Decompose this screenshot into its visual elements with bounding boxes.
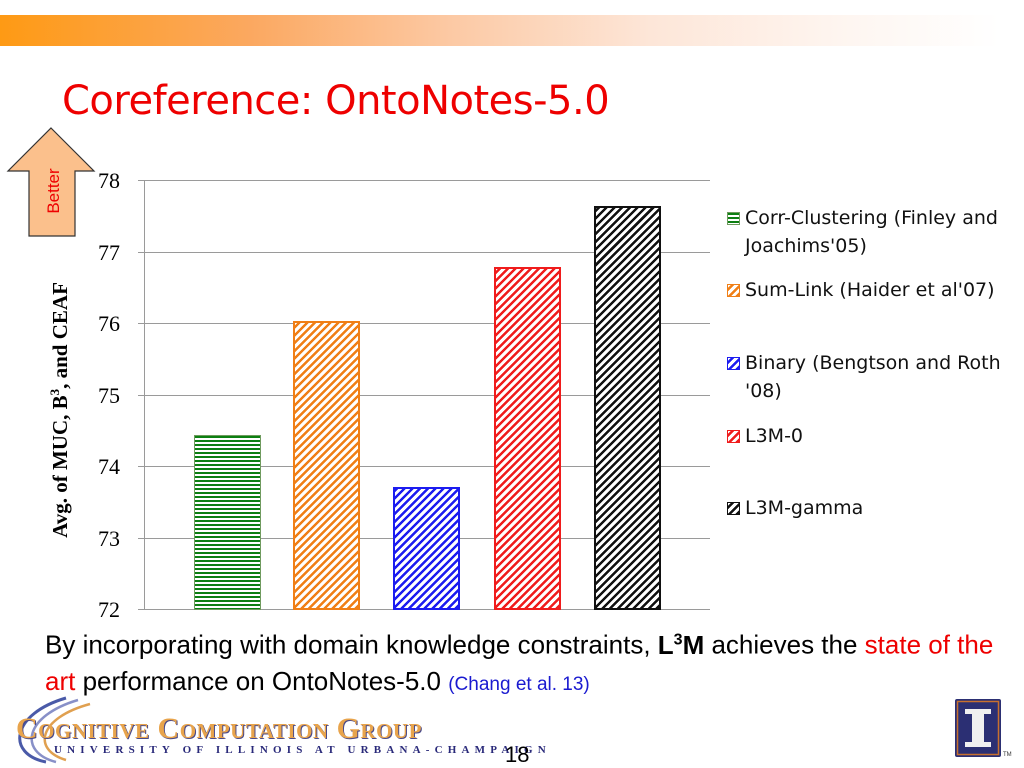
trademark: TM [1003,752,1012,758]
y-tick-label: 74 [98,454,120,479]
bar-binary [393,487,460,610]
y-tick-label: 73 [98,525,120,551]
y-tick-label: 78 [98,168,120,193]
highlight-text: state of the art [45,629,994,696]
bar-sum-link [293,320,360,610]
bar-corr-clustering [194,435,261,610]
better-label: Better [44,168,63,214]
y-tick-label: 72 [98,597,120,622]
y-axis-title: Avg. of MUC, B3, and CEAF [47,282,72,538]
gridline [138,252,710,253]
l3m-name: L3M [657,629,705,660]
gridline [138,180,710,181]
y-tick-label: 75 [98,382,120,408]
illinois-block-i-logo-icon [955,699,1001,757]
swoosh-logo-icon [18,696,91,764]
y-tick-label: 77 [98,239,120,265]
gridline [138,395,710,396]
citation: (Chang et al. 13) [448,673,590,695]
legend-swatch-red [727,430,740,443]
gridline [138,323,710,324]
slide-caption: By incorporating with domain knowledge c… [45,629,994,696]
legend-swatch-blue [727,357,740,370]
legend-swatch-orange [727,284,740,297]
bar-l3m-gamma [594,205,661,610]
legend-swatch-green [727,212,740,225]
header-gradient-band [0,15,1000,46]
bar-l3m-0 [494,267,561,610]
slide-title: Coreference: OntoNotes-5.0 [62,78,610,124]
cognitive-computation-group-logo: Cognitive Computation Group UNIVERSITY O… [6,694,546,764]
gridline [138,466,710,467]
better-arrow-icon [6,127,96,237]
legend-swatch-black [727,502,740,515]
page-number: 18 [505,742,530,767]
y-tick-label: 76 [98,311,120,336]
